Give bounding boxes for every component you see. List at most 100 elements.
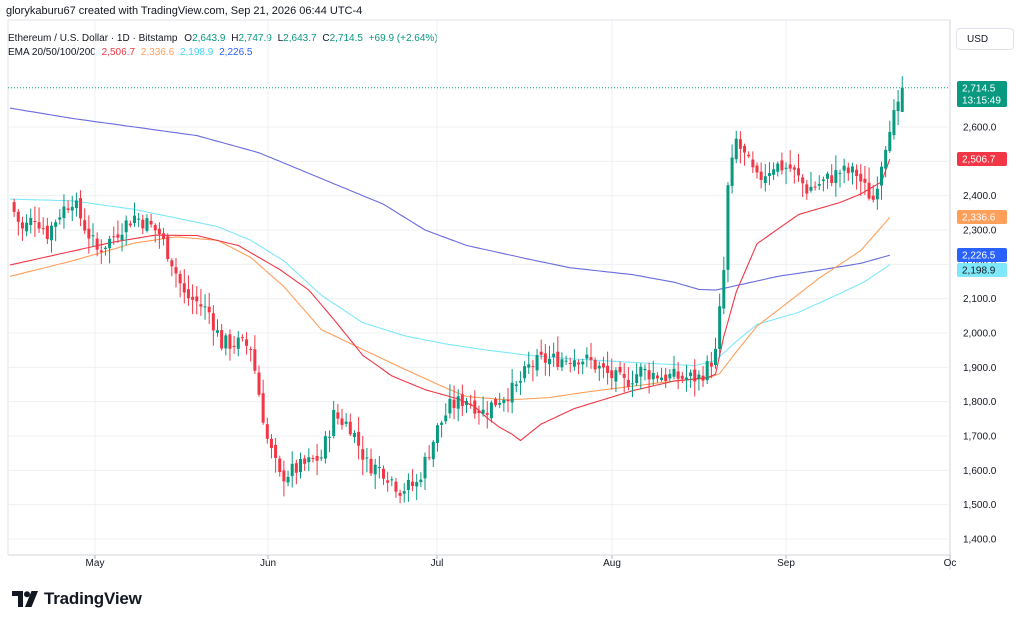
low-value: 2,643.7 — [283, 33, 317, 44]
candle-body — [780, 160, 784, 171]
candle-body — [535, 355, 539, 371]
chart-grid — [7, 19, 951, 570]
candle-body — [373, 464, 377, 475]
candle-body — [50, 225, 53, 241]
candle-body — [228, 334, 232, 349]
symbol-label[interactable]: Ethereum / U.S. Dollar · 1D · Bitstamp — [8, 33, 178, 44]
axis-price-label-bg — [957, 248, 1007, 262]
candle-body — [174, 267, 178, 274]
candle-body — [386, 480, 390, 483]
candle-body — [776, 163, 780, 172]
price-tick-label: 2,300.0 — [963, 226, 997, 237]
tradingview-wordmark: TradingView — [44, 589, 142, 608]
currency-button[interactable]: USD — [956, 28, 1014, 50]
candle-body — [162, 233, 166, 239]
candle-body — [738, 139, 742, 149]
candle-body — [900, 87, 904, 112]
candle-body — [20, 222, 24, 229]
candle-body — [33, 220, 37, 222]
price-tick-label: 1,700.0 — [963, 432, 997, 443]
price-labels: 2,714.513:15:49 2,506.7 2,336.6 2,226.5 2,19… — [957, 81, 1007, 277]
candle-body — [294, 463, 298, 473]
candle-body — [54, 222, 58, 227]
candle-body — [610, 370, 614, 379]
ema20-value: 2,506.7 — [101, 47, 136, 58]
candle-body — [361, 449, 365, 460]
candle-body — [240, 337, 244, 339]
candle-body — [850, 166, 854, 173]
candle-body — [365, 457, 369, 459]
candle-body — [452, 399, 456, 409]
candle-body — [618, 366, 622, 373]
open-value: 2,643.9 — [192, 33, 226, 44]
open-label: O — [184, 33, 193, 44]
candle-body — [568, 363, 572, 365]
candle-body — [352, 433, 356, 438]
candle-body — [639, 366, 643, 377]
candle-body — [253, 349, 257, 371]
candle-body — [145, 218, 149, 231]
candle-body — [328, 436, 332, 438]
price-tick-label: 1,800.0 — [963, 397, 997, 408]
candle-body — [232, 345, 236, 347]
axis-price-label-bg — [957, 263, 1007, 277]
candle-body — [494, 399, 498, 406]
candle-body — [734, 138, 738, 160]
candle-body — [680, 375, 684, 379]
time-tick-label: May — [86, 558, 105, 569]
candle-body — [543, 353, 547, 363]
candle-body — [58, 217, 62, 220]
candle-body — [398, 492, 402, 496]
candle-body — [672, 368, 676, 377]
candle-body — [689, 372, 693, 377]
candle-body — [427, 457, 431, 459]
price-axis: 1,400.0 1,500.0 1,600.0 1,700.0 1,800.0 1,900… — [963, 123, 997, 546]
ema-label[interactable]: EMA 20/50/100/200 — [8, 47, 96, 58]
candle-body — [216, 330, 219, 333]
candle-body — [128, 223, 132, 226]
candle-body — [66, 208, 70, 210]
candle-body — [809, 186, 813, 191]
candle-body — [564, 360, 568, 362]
candle-body — [307, 457, 311, 463]
candle-body — [133, 215, 136, 224]
chart-legend: Ethereum / U.S. Dollar · 1D · Bitstamp O… — [8, 32, 438, 60]
axis-price-label-value: 2,336.6 — [962, 213, 996, 224]
time-tick-label: Jul — [431, 558, 444, 569]
candle-body — [112, 236, 116, 238]
chart-attribution: glorykaburu67 created with TradingView.c… — [6, 5, 363, 17]
time-tick-label: Sep — [777, 558, 795, 569]
candle-body — [813, 186, 817, 188]
candle-body — [714, 348, 717, 366]
candle-body — [282, 470, 286, 482]
candle-body — [199, 304, 203, 307]
candle-body — [585, 354, 589, 359]
candle-body — [589, 357, 593, 360]
candle-body — [572, 360, 576, 367]
candle-body — [224, 335, 228, 349]
axis-price-label-bg — [957, 152, 1007, 166]
candle-body — [257, 372, 261, 395]
candle-body — [539, 351, 543, 355]
candle-body — [120, 234, 124, 240]
candle-body — [552, 353, 556, 358]
candle-body — [718, 306, 722, 349]
ema200-value: 2,226.5 — [219, 47, 253, 58]
candle-body — [274, 444, 278, 458]
axis-price-label: 2,714.513:15:49 — [957, 81, 1007, 107]
tradingview-logo[interactable]: TradingView — [12, 588, 142, 610]
price-tick-label: 2,400.0 — [963, 191, 997, 202]
candle-body — [817, 184, 821, 186]
candle-body — [622, 373, 626, 378]
candle-body — [614, 370, 618, 382]
candle-body — [406, 479, 410, 490]
candle-body — [390, 479, 394, 481]
price-tick-label: 1,400.0 — [963, 535, 997, 546]
price-tick-label: 1,600.0 — [963, 466, 997, 477]
candle-body — [726, 185, 730, 270]
candle-body — [323, 436, 327, 459]
candle-body — [577, 362, 581, 365]
candle-body — [382, 468, 385, 479]
candle-body — [660, 377, 664, 381]
